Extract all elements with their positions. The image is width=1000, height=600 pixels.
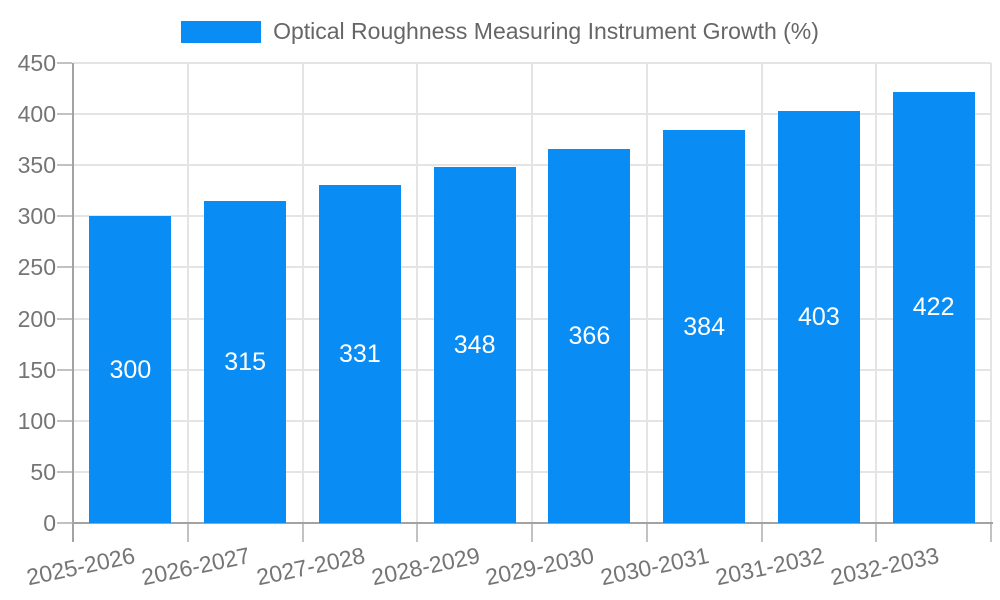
bar-value-label: 331 — [339, 339, 381, 368]
x-axis-tick — [645, 523, 648, 542]
x-gridline — [301, 63, 304, 523]
x-axis-label: 2027-2028 — [254, 542, 368, 591]
x-gridline — [760, 63, 763, 523]
bar: 422 — [892, 91, 975, 523]
y-axis-label: 350 — [17, 152, 56, 179]
y-axis-label: 300 — [17, 203, 56, 230]
y-axis-label: 250 — [17, 254, 56, 281]
x-axis-label: 2031-2032 — [713, 542, 827, 591]
x-axis-tick — [760, 523, 763, 542]
x-gridline — [990, 63, 992, 523]
x-axis-tick — [875, 523, 878, 542]
y-axis-label: 0 — [43, 510, 56, 536]
y-axis-tick — [57, 215, 72, 218]
y-axis-tick — [57, 419, 72, 422]
bar-value-label: 300 — [109, 355, 152, 384]
x-gridline — [186, 63, 189, 523]
bar: 315 — [204, 201, 287, 523]
bar-value-label: 315 — [224, 348, 266, 376]
y-axis-label: 150 — [17, 356, 56, 383]
x-axis-line — [72, 522, 993, 524]
y-axis-line — [72, 63, 74, 542]
y-axis-tick — [57, 62, 72, 64]
y-axis-label: 200 — [17, 305, 56, 332]
x-axis-tick — [531, 523, 533, 542]
y-axis-tick — [57, 164, 72, 167]
x-axis-label: 2026-2027 — [139, 542, 253, 591]
y-axis-tick — [57, 317, 72, 320]
x-axis-tick — [990, 523, 992, 542]
y-axis-label: 50 — [30, 458, 56, 485]
y-axis-tick — [57, 113, 72, 116]
y-axis-label: 450 — [17, 50, 56, 76]
y-axis-label: 400 — [17, 101, 56, 128]
x-axis-tick — [186, 523, 189, 542]
x-axis-label: 2032-2033 — [827, 542, 941, 591]
x-axis-label: 2028-2029 — [368, 542, 482, 591]
bar-value-label: 348 — [453, 331, 496, 360]
x-gridline — [531, 63, 533, 523]
x-gridline — [875, 63, 878, 523]
x-gridline — [416, 63, 419, 523]
bar-value-label: 366 — [568, 321, 611, 350]
x-axis-tick — [301, 523, 304, 542]
x-gridline — [645, 63, 648, 523]
x-axis-tick — [416, 523, 419, 542]
bar: 366 — [548, 148, 631, 523]
x-axis-label: 2029-2030 — [483, 542, 597, 591]
y-axis-tick — [57, 470, 72, 473]
x-axis-label: 2030-2031 — [598, 542, 712, 591]
y-axis-tick — [57, 266, 72, 269]
legend-swatch — [181, 20, 262, 43]
bar-value-label: 384 — [683, 312, 725, 341]
bar: 403 — [777, 111, 860, 523]
y-axis-tick — [57, 368, 72, 371]
bar: 331 — [318, 184, 401, 523]
y-axis-label: 100 — [17, 407, 56, 434]
x-axis-label: 2025-2026 — [24, 542, 138, 591]
bar: 300 — [89, 216, 172, 523]
bar: 384 — [663, 130, 746, 523]
bar-value-label: 422 — [912, 293, 955, 322]
legend-label: Optical Roughness Measuring Instrument G… — [273, 18, 819, 44]
bar: 348 — [433, 167, 516, 523]
chart-legend[interactable]: Optical Roughness Measuring Instrument G… — [0, 20, 1000, 43]
bar-value-label: 403 — [798, 303, 840, 331]
y-axis-tick — [57, 522, 72, 524]
